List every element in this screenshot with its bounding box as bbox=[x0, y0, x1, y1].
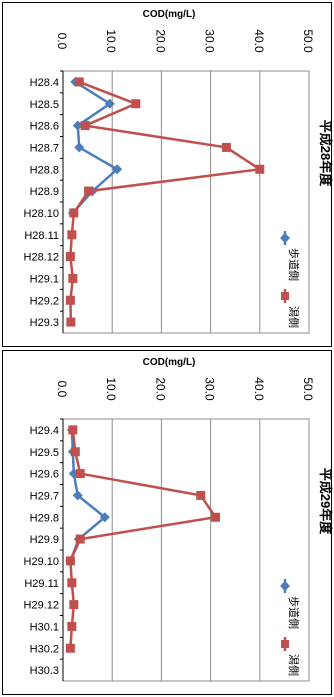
category-label: H28.9 bbox=[30, 186, 59, 198]
legend-marker-square bbox=[281, 292, 289, 300]
category-label: H28.6 bbox=[30, 121, 59, 133]
data-point-square bbox=[68, 425, 78, 435]
chart-panel-2017: COD(mg/L) 0.0 10.0 20.0 30.0 40.0 50.0 H29.4 H29… bbox=[2, 350, 333, 695]
data-point-square bbox=[69, 600, 79, 610]
category-label: H29.11 bbox=[24, 578, 59, 590]
y-tick-label: 0.0 bbox=[55, 33, 69, 50]
data-point-square bbox=[69, 208, 79, 218]
category-label: H30.3 bbox=[30, 665, 59, 677]
data-point-diamond bbox=[112, 164, 123, 175]
y-tick-label: 30.0 bbox=[203, 377, 217, 401]
legend-label: 歩道側 bbox=[287, 248, 301, 281]
legend-marker-square bbox=[281, 640, 289, 648]
data-point-square bbox=[67, 578, 77, 588]
data-point-square bbox=[65, 643, 75, 653]
legend-label: 潟側 bbox=[287, 306, 300, 328]
data-point-square bbox=[75, 469, 85, 479]
chart-panel-2016: COD(mg/L) 0.0 10.0 20.0 30.0 40.0 50.0 H28.4 H28… bbox=[2, 2, 333, 347]
category-label: H28.12 bbox=[24, 252, 59, 264]
data-point-square bbox=[221, 142, 231, 152]
legend-label: 潟側 bbox=[287, 654, 300, 676]
y-axis-title: COD(mg/L) bbox=[143, 357, 196, 368]
category-label: H30.1 bbox=[30, 621, 59, 633]
data-point-square bbox=[131, 99, 141, 109]
y-tick-label: 20.0 bbox=[153, 377, 167, 401]
chart-2016: COD(mg/L) 0.0 10.0 20.0 30.0 40.0 50.0 H28.4 H28… bbox=[24, 9, 333, 334]
data-point-diamond bbox=[104, 98, 115, 109]
data-point-square bbox=[84, 186, 94, 196]
data-point-diamond bbox=[72, 490, 83, 501]
category-label: H29.1 bbox=[30, 273, 59, 285]
category-label: H28.11 bbox=[24, 230, 59, 242]
category-label: H29.4 bbox=[30, 425, 59, 437]
y-tick-label: 40.0 bbox=[252, 29, 266, 53]
data-point-square bbox=[67, 230, 77, 240]
y-tick-label: 20.0 bbox=[153, 29, 167, 53]
chart-2017: COD(mg/L) 0.0 10.0 20.0 30.0 40.0 50.0 H29.4 H29… bbox=[24, 357, 333, 682]
y-tick-label: 10.0 bbox=[104, 29, 118, 53]
data-point-square bbox=[70, 447, 80, 457]
category-label: H29.3 bbox=[30, 317, 59, 329]
y-tick-label: 50.0 bbox=[301, 29, 315, 53]
y-tick-label: 10.0 bbox=[104, 377, 118, 401]
y-axis-title: COD(mg/L) bbox=[143, 9, 196, 20]
y-tick-label: 0.0 bbox=[55, 381, 69, 398]
category-label: H28.5 bbox=[30, 99, 59, 111]
series-line-1 bbox=[69, 429, 218, 649]
legend-marker-diamond bbox=[280, 581, 290, 591]
data-point-square bbox=[65, 295, 75, 305]
category-label: H29.10 bbox=[24, 556, 59, 568]
y-tick-label: 40.0 bbox=[252, 377, 266, 401]
category-label: H29.12 bbox=[24, 600, 59, 612]
category-label: H29.9 bbox=[30, 534, 59, 546]
y-tick-label: 50.0 bbox=[301, 377, 315, 401]
category-label: H28.10 bbox=[24, 208, 59, 220]
data-point-square bbox=[255, 164, 265, 174]
category-label: H29.7 bbox=[30, 490, 59, 502]
category-label: H29.8 bbox=[30, 512, 59, 524]
data-point-square bbox=[65, 556, 75, 566]
data-point-diamond bbox=[99, 512, 110, 523]
category-label: H30.2 bbox=[30, 643, 59, 655]
category-label: H29.5 bbox=[30, 447, 59, 459]
legend-label: 歩道側 bbox=[287, 596, 301, 629]
data-point-square bbox=[211, 512, 221, 522]
data-point-square bbox=[66, 317, 76, 327]
y-tick-label: 30.0 bbox=[203, 29, 217, 53]
category-label: H28.7 bbox=[30, 142, 59, 154]
category-label: H28.8 bbox=[30, 164, 59, 176]
legend-marker-diamond bbox=[280, 233, 290, 243]
data-point-square bbox=[75, 534, 85, 544]
series-line-1 bbox=[69, 80, 264, 323]
data-point-square bbox=[80, 121, 90, 131]
data-point-square bbox=[65, 252, 75, 262]
plot-area bbox=[62, 418, 310, 682]
category-label: H29.6 bbox=[30, 469, 59, 481]
chart-title: 平成29年度 bbox=[318, 468, 333, 535]
data-point-diamond bbox=[74, 142, 85, 153]
category-label: H28.4 bbox=[30, 77, 59, 89]
data-point-square bbox=[74, 77, 84, 87]
chart-title: 平成28年度 bbox=[318, 120, 333, 187]
data-point-square bbox=[68, 273, 78, 283]
data-point-diamond bbox=[72, 120, 83, 131]
category-label: H29.2 bbox=[30, 295, 59, 307]
data-point-square bbox=[67, 621, 77, 631]
data-point-square bbox=[196, 490, 206, 500]
